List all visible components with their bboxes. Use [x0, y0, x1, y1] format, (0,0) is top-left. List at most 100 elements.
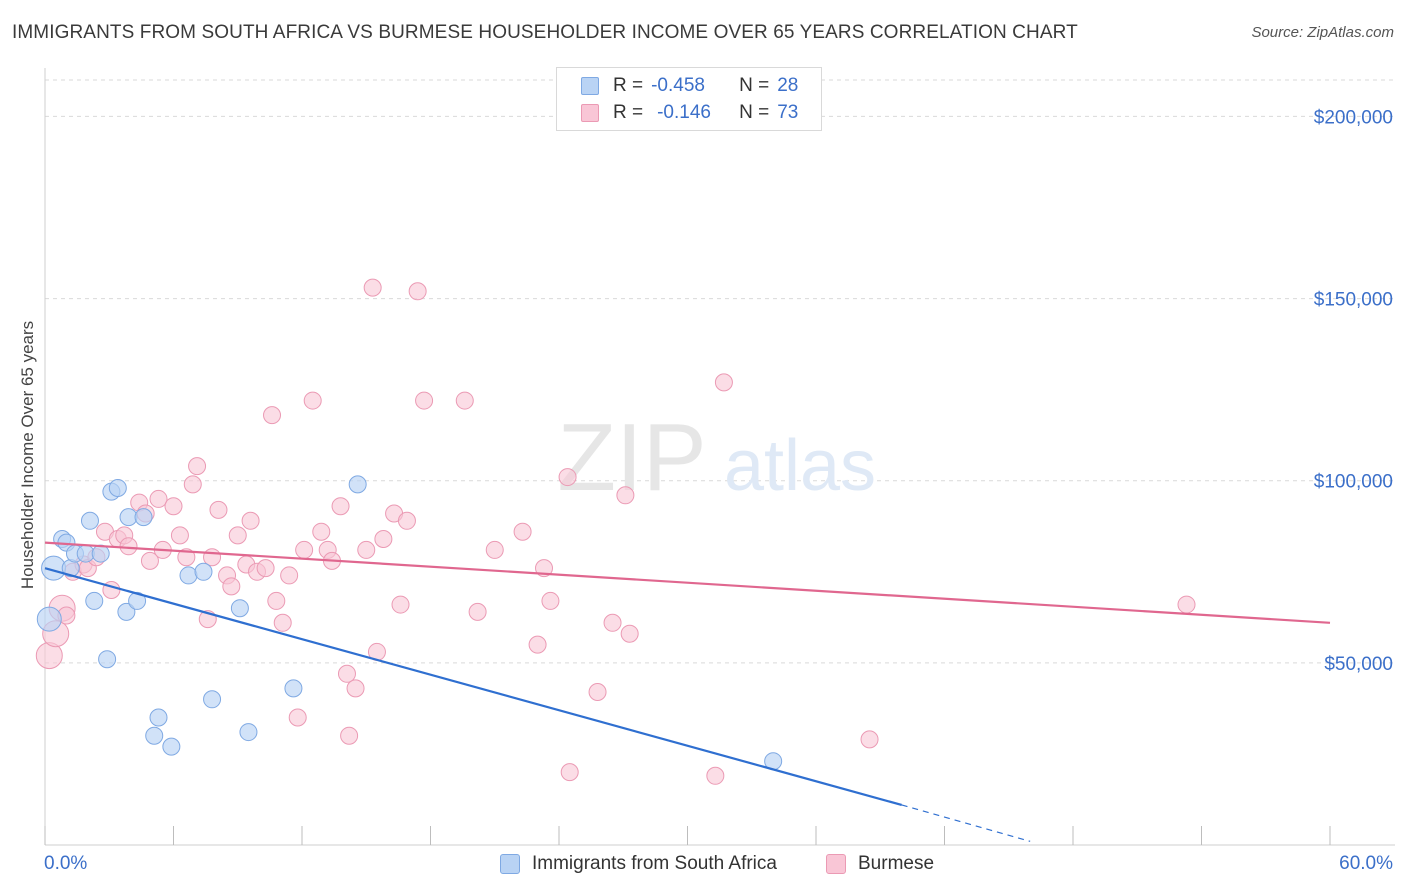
data-point-burmese	[164, 497, 183, 516]
data-point-burmese	[616, 486, 635, 505]
south-africa-points	[36, 475, 783, 771]
data-point-burmese	[203, 548, 222, 567]
data-point-burmese	[346, 679, 365, 698]
bottom-legend-label: Immigrants from South Africa	[532, 853, 777, 874]
data-point-south-africa	[348, 475, 367, 494]
source-label: Source: ZipAtlas.com	[1251, 24, 1394, 41]
data-point-burmese	[560, 763, 579, 782]
data-point-burmese	[119, 537, 138, 556]
data-point-burmese	[303, 391, 322, 410]
data-point-south-africa	[194, 562, 213, 581]
bottom-legend-swatch-blue	[500, 854, 520, 874]
y-tick-label: $200,000	[1314, 107, 1393, 128]
y-tick-label: $100,000	[1314, 472, 1393, 493]
y-tick-label: $150,000	[1314, 290, 1393, 311]
data-point-south-africa	[98, 650, 117, 669]
data-point-south-africa	[36, 606, 62, 632]
data-point-burmese	[391, 595, 410, 614]
data-point-burmese	[295, 540, 314, 559]
data-point-burmese	[603, 613, 622, 632]
data-point-burmese	[363, 278, 382, 297]
data-point-south-africa	[80, 511, 99, 530]
trend-line-south-africa	[44, 567, 902, 806]
data-point-south-africa	[239, 723, 258, 742]
data-point-burmese	[415, 391, 434, 410]
legend-swatch-pink	[581, 104, 599, 122]
data-point-burmese	[374, 530, 393, 548]
data-point-burmese	[558, 468, 577, 487]
trend-lines	[44, 541, 1331, 842]
data-point-south-africa	[76, 544, 95, 563]
data-point-south-africa	[203, 690, 222, 709]
data-point-burmese	[263, 406, 282, 425]
data-point-south-africa	[134, 508, 153, 527]
data-point-south-africa	[179, 566, 198, 585]
data-point-burmese	[312, 522, 331, 541]
data-point-burmese	[357, 540, 376, 559]
legend-row-south-africa: R = -0.458 N = 28	[581, 73, 798, 99]
data-point-south-africa	[119, 508, 138, 527]
data-point-burmese	[288, 708, 307, 727]
legend-row-burmese: R = -0.146 N = 73	[581, 100, 798, 126]
data-point-south-africa	[162, 737, 181, 756]
data-point-burmese	[485, 540, 504, 559]
data-point-burmese	[860, 730, 879, 749]
data-point-burmese	[528, 635, 547, 654]
data-point-burmese	[541, 591, 560, 610]
data-point-south-africa	[85, 591, 104, 610]
legend-swatch-blue	[581, 77, 599, 95]
x-tick-label: 0.0%	[44, 853, 87, 874]
trend-line-south-africa-extension	[901, 804, 1031, 842]
tick-labels: $50,000 $100,000 $150,000 $200,000 0.0% 60.0%	[44, 107, 1393, 874]
y-tick-label: $50,000	[1324, 654, 1393, 675]
data-point-burmese	[267, 591, 286, 610]
legend-r-value: -0.458	[651, 75, 705, 96]
data-point-south-africa	[284, 679, 303, 698]
legend-r-label: R =	[613, 75, 644, 96]
data-point-burmese	[408, 282, 427, 301]
data-point-burmese	[455, 391, 474, 410]
bottom-legend-swatch-pink	[826, 854, 846, 874]
data-point-burmese	[706, 766, 725, 785]
data-point-burmese	[170, 526, 189, 545]
stats-legend: R = -0.458 N = 28 R = -0.146 N = 73	[556, 67, 822, 131]
chart-title: IMMIGRANTS FROM SOUTH AFRICA VS BURMESE …	[12, 22, 1078, 43]
data-point-south-africa	[145, 726, 164, 745]
trend-line-burmese	[44, 541, 1331, 624]
data-point-burmese	[149, 489, 168, 508]
data-point-burmese	[340, 726, 359, 745]
gridlines	[45, 79, 1395, 664]
data-point-south-africa	[230, 599, 249, 618]
data-point-south-africa	[91, 544, 110, 563]
data-point-south-africa	[117, 602, 136, 621]
x-tick-label: 60.0%	[1339, 853, 1393, 874]
data-point-burmese	[620, 624, 639, 643]
watermark: ZIP atlas	[557, 404, 876, 511]
data-point-burmese	[337, 664, 356, 683]
legend-n-value: 28	[777, 75, 799, 96]
data-point-burmese	[714, 373, 733, 392]
data-point-burmese	[177, 548, 196, 567]
data-point-burmese	[273, 613, 292, 632]
bottom-legend-label: Burmese	[858, 853, 935, 874]
legend-n-label: N =	[739, 75, 770, 96]
data-point-burmese	[1177, 595, 1196, 614]
data-point-burmese	[468, 602, 487, 621]
data-point-burmese	[140, 551, 159, 570]
data-point-south-africa	[149, 708, 168, 727]
data-point-burmese	[209, 500, 228, 519]
burmese-points	[35, 278, 1196, 785]
data-point-burmese	[183, 475, 202, 494]
axes	[44, 68, 1395, 846]
legend-n-label: N =	[739, 102, 770, 123]
watermark-atlas: atlas	[724, 426, 876, 506]
data-point-burmese	[188, 457, 207, 476]
data-point-burmese	[222, 577, 241, 596]
data-point-burmese	[331, 497, 350, 516]
legend-r-label: R =	[613, 102, 644, 123]
data-point-burmese	[280, 566, 299, 585]
data-point-burmese	[228, 526, 247, 545]
data-point-south-africa	[108, 479, 127, 497]
data-point-burmese	[535, 559, 554, 578]
